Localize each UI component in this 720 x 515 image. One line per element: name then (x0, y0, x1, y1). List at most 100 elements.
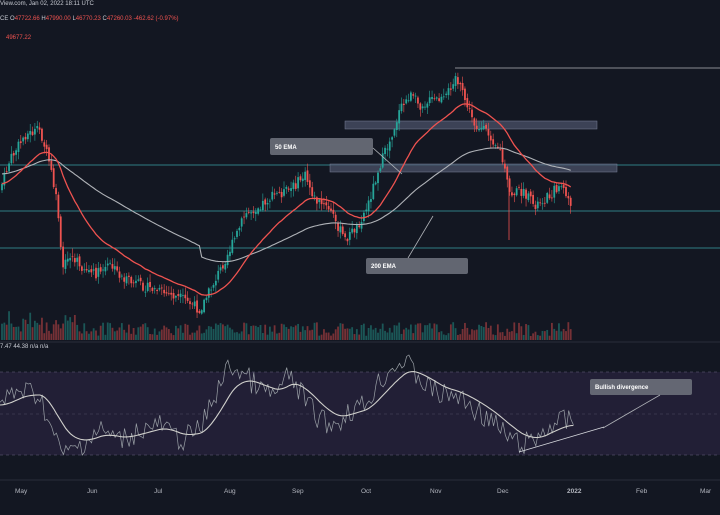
candle-body (449, 88, 452, 90)
volume-bars (1, 311, 572, 340)
volume-bar (219, 323, 222, 340)
candle-body (283, 189, 285, 196)
axis-label-nov: Nov (430, 488, 442, 495)
volume-bar (191, 332, 194, 340)
ema200-callout[interactable]: 200 EMA (366, 215, 468, 274)
candle-body (43, 142, 46, 147)
candle-body (426, 103, 429, 108)
volume-bar (299, 331, 302, 340)
volume-bar (66, 320, 69, 340)
candle-body (370, 199, 372, 202)
candle-body (45, 144, 48, 150)
volume-bar (360, 324, 363, 340)
candle-body (569, 197, 572, 206)
volume-bar (334, 329, 337, 340)
candle-body (562, 184, 565, 188)
candle-body (553, 185, 556, 198)
volume-bar (431, 328, 433, 340)
divergence-trendline[interactable] (518, 426, 605, 453)
ema-value: 49677.22 (6, 35, 32, 41)
candle-body (97, 268, 100, 277)
candle-body (238, 227, 241, 231)
volume-bar (52, 324, 55, 340)
volume-bar (132, 328, 135, 340)
volume-bar (553, 328, 556, 340)
candle-body (83, 269, 86, 271)
high-value: 47990.00 (45, 16, 71, 22)
candle-body (196, 300, 198, 313)
volume-bar (212, 328, 215, 340)
candle-body (160, 287, 163, 289)
volume-bar (567, 322, 570, 340)
candle-body (431, 96, 433, 100)
volume-bar (344, 328, 346, 340)
volume-bar (273, 325, 276, 340)
volume-bar (511, 331, 513, 340)
candle-body (224, 263, 227, 270)
volume-bar (17, 326, 20, 340)
candle-body (135, 280, 137, 284)
ema-legend: 49677.22 (6, 35, 31, 41)
volume-bar (81, 333, 83, 340)
candle-body (90, 269, 93, 273)
volume-bar (163, 325, 166, 340)
candle-body (137, 279, 140, 281)
candle-body (142, 282, 144, 291)
candle-body (412, 94, 415, 96)
candle-body (410, 92, 412, 101)
candle-body (226, 254, 229, 266)
candle-body (189, 301, 191, 305)
candle-body (567, 195, 570, 199)
candle-body (558, 186, 560, 192)
volume-bar (165, 327, 168, 340)
volume-bar (97, 335, 100, 340)
volume-bar (250, 326, 252, 340)
volume-bar (562, 328, 565, 340)
volume-bar (142, 324, 144, 340)
volume-bar (337, 326, 339, 340)
candle-body (318, 199, 321, 203)
candle-body (494, 145, 497, 147)
volume-bar (494, 335, 497, 340)
candle-body (165, 292, 168, 294)
volume-bar (525, 324, 527, 340)
volume-bar (240, 331, 243, 340)
candle-body (116, 266, 119, 271)
candle-body (184, 294, 187, 299)
time-axis[interactable]: May Jun Jul Aug Sep Oct Nov Dec 2022 Feb… (15, 488, 712, 495)
candle-body (76, 257, 79, 262)
candle-body (31, 131, 34, 135)
candle-body (69, 258, 72, 261)
volume-bar (41, 317, 43, 340)
volume-bar (471, 329, 473, 340)
volume-bar (407, 329, 410, 340)
candle-body (464, 88, 466, 101)
ema200-label: 200 EMA (371, 264, 397, 270)
volume-bar (261, 333, 264, 340)
volume-bar (236, 332, 238, 340)
volume-bar (358, 334, 361, 340)
source-text: View.com, Jan 02, 2022 18:11 UTC (0, 1, 94, 7)
candle-body (454, 76, 457, 86)
volume-bar (527, 325, 530, 340)
volume-bar (565, 331, 567, 340)
candle-body (271, 191, 274, 200)
volume-bar (428, 323, 431, 340)
divergence-callout[interactable]: Bullish divergence (590, 379, 692, 429)
volume-bar (271, 331, 274, 340)
ema50-callout[interactable]: 50 EMA (270, 138, 403, 175)
volume-bar (247, 334, 250, 340)
upper-zone[interactable] (344, 120, 598, 130)
volume-bar (198, 325, 201, 340)
middle-zone[interactable] (329, 163, 618, 173)
candle-body (374, 182, 377, 185)
candle-body (332, 209, 335, 214)
volume-bar (146, 327, 149, 340)
candle-body (151, 287, 154, 291)
candle-body (405, 99, 408, 104)
rsi-ma-line (0, 371, 574, 441)
volume-bar (379, 328, 382, 340)
candle-body (111, 264, 114, 269)
candle-body (123, 277, 126, 282)
